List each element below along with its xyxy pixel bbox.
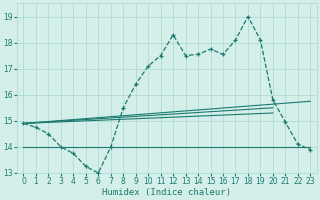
X-axis label: Humidex (Indice chaleur): Humidex (Indice chaleur)	[102, 188, 231, 197]
